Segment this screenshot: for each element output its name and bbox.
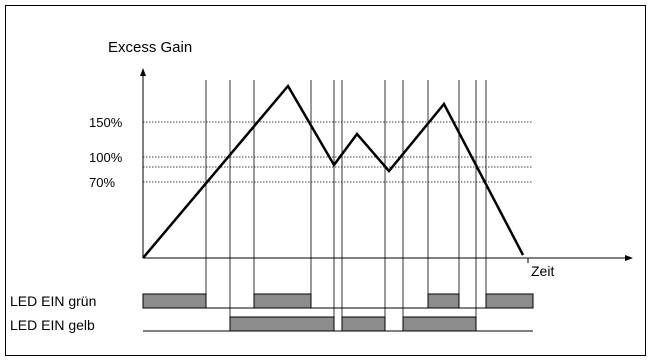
y-axis-arrow-icon bbox=[140, 68, 146, 76]
level-label-100: 100% bbox=[89, 150, 123, 165]
switching-lines bbox=[205, 80, 487, 330]
led-yellow-label: LED EIN gelb bbox=[10, 317, 95, 333]
level-label-150: 150% bbox=[89, 115, 123, 130]
led-green-on-pulse bbox=[253, 293, 312, 309]
x-axis-arrow-icon bbox=[625, 255, 633, 261]
led-yellow-on-pulse bbox=[341, 316, 386, 332]
led-green-on-pulse bbox=[485, 293, 534, 309]
x-axis-label: Zeit bbox=[531, 263, 554, 279]
diagram-frame bbox=[5, 5, 646, 356]
led-green-on-pulse bbox=[427, 293, 460, 309]
chart-title: Excess Gain bbox=[108, 39, 192, 56]
led-yellow-pulses bbox=[229, 316, 477, 332]
led-yellow-on-pulse bbox=[229, 316, 335, 332]
excess-gain-curve bbox=[142, 83, 525, 259]
level-label-70: 70% bbox=[89, 175, 115, 190]
led-green-label: LED EIN grün bbox=[10, 293, 96, 309]
led-yellow-on-pulse bbox=[402, 316, 477, 332]
led-green-pulses bbox=[142, 293, 534, 309]
led-green-on-pulse bbox=[142, 293, 207, 309]
